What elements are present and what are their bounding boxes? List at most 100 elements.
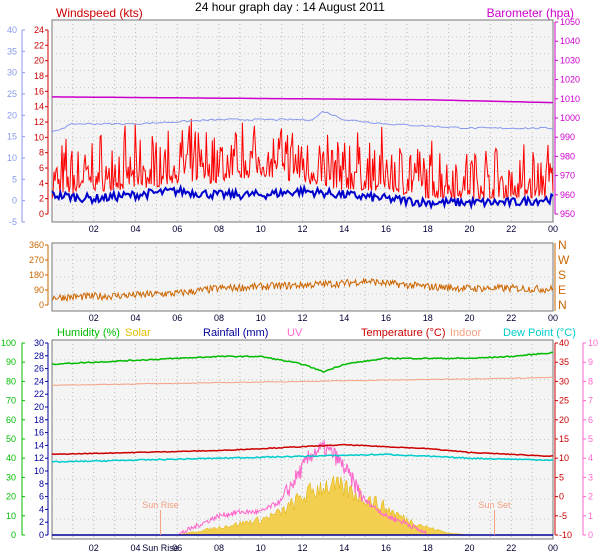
wind-speed-tick-label: 6: [39, 163, 44, 173]
uv-tick-label: 1: [588, 511, 593, 521]
x-tick-label: 04: [130, 543, 140, 553]
wind-speed-tick-label: 0: [39, 209, 44, 219]
direction-tick-label: 90: [34, 285, 44, 295]
uv-tick-label: 6: [588, 415, 593, 425]
x-tick-label: 06: [172, 313, 182, 323]
wind-speed-tick-label: 16: [34, 86, 44, 96]
barometer-tick-label: 1020: [560, 75, 580, 85]
x-tick-label: 08: [214, 224, 224, 234]
rainfall-tick-label: 30: [34, 338, 44, 348]
outer-left-tick-label: -5: [9, 217, 17, 227]
wind-label: Windspeed (kts): [56, 6, 143, 20]
direction-tick-label: 270: [29, 255, 44, 265]
x-tick-label: 16: [381, 543, 391, 553]
rainfall-tick-label: 10: [34, 466, 44, 476]
compass-label: W: [558, 253, 570, 267]
outer-left-tick-label: 35: [7, 46, 17, 56]
barometer-tick-label: 990: [560, 132, 575, 142]
wind-gust-line: [51, 118, 554, 200]
rainfall-tick-label: 24: [34, 376, 44, 386]
x-tick-label: 18: [423, 543, 433, 553]
page-title: 24 hour graph day : 14 August 2011: [195, 0, 385, 14]
x-tick-label: 06: [172, 224, 182, 234]
x-tick-label: 20: [464, 224, 474, 234]
barometer-tick-label: 1050: [560, 17, 580, 27]
x-tick-label: 06: [172, 543, 182, 553]
outer-left-tick-label: 10: [7, 153, 17, 163]
x-tick-label: 16: [381, 224, 391, 234]
wind-speed-tick-label: 14: [34, 102, 44, 112]
x-tick-label: 00: [548, 313, 558, 323]
x-tick-label: 10: [256, 543, 266, 553]
outer-temperature-line: [51, 110, 554, 133]
x-tick-label: 04: [130, 313, 140, 323]
temperature-tick-label: 5: [559, 472, 564, 482]
x-tick-label: 14: [339, 224, 349, 234]
temperature-line: [51, 443, 553, 458]
x-tick-label: 12: [297, 313, 307, 323]
uv-tick-label: 9: [588, 357, 593, 367]
legend-entry: Solar: [125, 327, 151, 339]
rainfall-tick-label: 4: [39, 504, 44, 514]
rainfall-tick-label: 26: [34, 364, 44, 374]
x-tick-label: 20: [464, 543, 474, 553]
legend-entry: Dew Point (°C): [503, 327, 576, 339]
rainfall-tick-label: 6: [39, 492, 44, 502]
humidity-tick-label: 40: [6, 453, 16, 463]
x-tick-label: 10: [256, 313, 266, 323]
outer-left-tick-label: 0: [12, 196, 17, 206]
outer-left-tick-label: 15: [7, 132, 17, 142]
x-tick-label: 12: [297, 543, 307, 553]
x-tick-label: 00: [548, 543, 558, 553]
wind-speed-tick-label: 2: [39, 194, 44, 204]
wind-direction-line: [51, 277, 554, 303]
rainfall-tick-label: 16: [34, 428, 44, 438]
rainfall-tick-label: 0: [39, 530, 44, 540]
compass-label: N: [558, 298, 567, 312]
uv-line: [177, 440, 428, 536]
direction-plot-area: [51, 242, 554, 312]
dew-point-line: [51, 453, 554, 464]
wind-speed-tick-label: 18: [34, 71, 44, 81]
uv-tick-label: 2: [588, 492, 593, 502]
outer-left-tick-label: 40: [7, 25, 17, 35]
temperature-tick-label: 25: [559, 396, 569, 406]
legend-entry: Rainfall (mm): [203, 327, 268, 339]
uv-tick-label: 5: [588, 434, 593, 444]
x-tick-label: 00: [548, 224, 558, 234]
rainfall-tick-label: 12: [34, 453, 44, 463]
direction-tick-label: 180: [29, 270, 44, 280]
uv-tick-label: 0: [588, 530, 593, 540]
barometer-tick-label: 950: [560, 209, 575, 219]
x-sunrise-label: Sun Rise: [142, 543, 179, 553]
climate-legend: Humidity (%) Solar Rainfall (mm) UV Temperat…: [57, 327, 576, 339]
rainfall-tick-label: 28: [34, 351, 44, 361]
baro-label: Barometer (hpa): [487, 6, 574, 20]
direction-tick-label: 360: [29, 240, 44, 250]
wind-average-line: [51, 183, 554, 211]
wind-speed-tick-label: 8: [39, 148, 44, 158]
barometer-tick-label: 1040: [560, 36, 580, 46]
temperature-tick-label: 40: [559, 338, 569, 348]
temperature-tick-label: -5: [559, 511, 567, 521]
temperature-tick-label: 30: [559, 376, 569, 386]
rainfall-tick-label: 22: [34, 389, 44, 399]
barometer-tick-label: 1030: [560, 55, 580, 65]
barometer-tick-label: 1010: [560, 94, 580, 104]
sun-marker-label: Sun Rise: [142, 500, 179, 510]
uv-tick-label: 7: [588, 396, 593, 406]
temperature-tick-label: -10: [559, 530, 572, 540]
humidity-tick-label: 50: [6, 434, 16, 444]
wind-speed-tick-label: 24: [34, 25, 44, 35]
wind-speed-tick-label: 12: [34, 117, 44, 127]
humidity-tick-label: 70: [6, 396, 16, 406]
x-tick-label: 08: [214, 313, 224, 323]
x-tick-label: 12: [297, 224, 307, 234]
uv-tick-label: 3: [588, 472, 593, 482]
outer-left-tick-label: 30: [7, 68, 17, 78]
x-tick-label: 14: [339, 313, 349, 323]
temperature-tick-label: 10: [559, 453, 569, 463]
wind-speed-tick-label: 20: [34, 56, 44, 66]
uv-tick-label: 8: [588, 376, 593, 386]
